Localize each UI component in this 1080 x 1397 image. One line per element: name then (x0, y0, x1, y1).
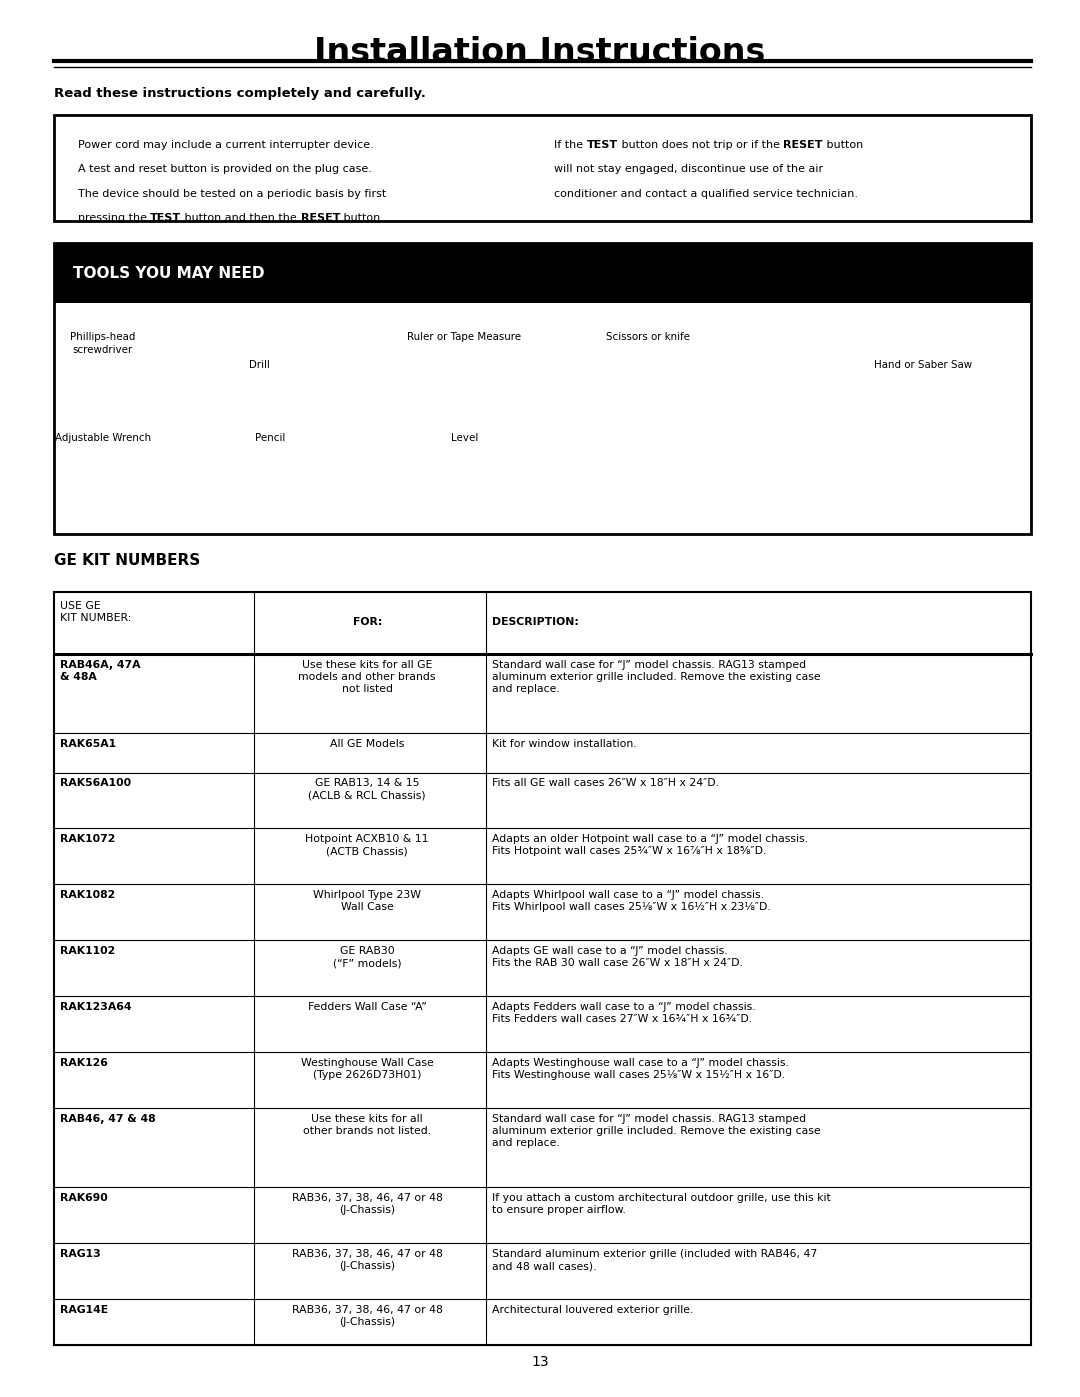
Text: If the: If the (554, 140, 586, 149)
Text: Use these kits for all GE
models and other brands
not listed: Use these kits for all GE models and oth… (298, 659, 436, 694)
Text: will not stay engaged, discontinue use of the air: will not stay engaged, discontinue use o… (554, 163, 823, 175)
Text: If you attach a custom architectural outdoor grille, use this kit
to ensure prop: If you attach a custom architectural out… (492, 1193, 832, 1215)
Bar (54, 115, 1031, 221)
Text: RAK123A64: RAK123A64 (60, 1002, 132, 1011)
Text: RAK126: RAK126 (60, 1058, 108, 1067)
Text: Drill: Drill (248, 360, 270, 370)
Text: pressing the: pressing the (78, 214, 150, 224)
Text: Adapts GE wall case to a “J” model chassis.
Fits the RAB 30 wall case 26″W x 18″: Adapts GE wall case to a “J” model chass… (492, 946, 743, 968)
Text: conditioner and contact a qualified service technician.: conditioner and contact a qualified serv… (554, 189, 858, 198)
Text: Fedders Wall Case “A”: Fedders Wall Case “A” (308, 1002, 427, 1011)
Text: RAK1072: RAK1072 (60, 834, 116, 844)
Text: Hotpoint ACXB10 & 11
(ACTB Chassis): Hotpoint ACXB10 & 11 (ACTB Chassis) (306, 834, 429, 856)
Text: button: button (823, 140, 863, 149)
Text: RAK56A100: RAK56A100 (60, 778, 132, 788)
Text: Standard wall case for “J” model chassis. RAG13 stamped
aluminum exterior grille: Standard wall case for “J” model chassis… (492, 1113, 821, 1148)
Text: button.: button. (340, 214, 384, 224)
Text: GE KIT NUMBERS: GE KIT NUMBERS (54, 553, 200, 569)
Text: Standard aluminum exterior grille (included with RAB46, 47
and 48 wall cases).: Standard aluminum exterior grille (inclu… (492, 1249, 818, 1271)
Text: Adapts Whirlpool wall case to a “J” model chassis.
Fits Whirlpool wall cases 25⅛: Adapts Whirlpool wall case to a “J” mode… (492, 890, 771, 912)
Text: Ruler or Tape Measure: Ruler or Tape Measure (407, 332, 522, 342)
Text: Westinghouse Wall Case
(Type 2626D73H01): Westinghouse Wall Case (Type 2626D73H01) (301, 1058, 433, 1080)
Text: All GE Models: All GE Models (330, 739, 404, 749)
Text: GE RAB30
(“F” models): GE RAB30 (“F” models) (333, 946, 402, 968)
Text: RAB46A, 47A
& 48A: RAB46A, 47A & 48A (60, 659, 141, 682)
Text: A test and reset button is provided on the plug case.: A test and reset button is provided on t… (78, 163, 372, 175)
Text: FOR:: FOR: (352, 617, 382, 627)
Text: USE GE
KIT NUMBER:: USE GE KIT NUMBER: (60, 601, 132, 623)
Text: Level: Level (450, 433, 478, 443)
Text: RAB46, 47 & 48: RAB46, 47 & 48 (60, 1113, 157, 1123)
Text: RAB36, 37, 38, 46, 47 or 48
(J-Chassis): RAB36, 37, 38, 46, 47 or 48 (J-Chassis) (292, 1249, 443, 1271)
Text: RAK1102: RAK1102 (60, 946, 116, 956)
Text: Read these instructions completely and carefully.: Read these instructions completely and c… (54, 87, 426, 99)
Text: Adapts an older Hotpoint wall case to a “J” model chassis.
Fits Hotpoint wall ca: Adapts an older Hotpoint wall case to a … (492, 834, 809, 856)
Text: TEST: TEST (150, 214, 181, 224)
Text: Scissors or knife: Scissors or knife (606, 332, 690, 342)
Text: RAG14E: RAG14E (60, 1305, 109, 1315)
Text: 13: 13 (531, 1355, 549, 1369)
Text: button and then the: button and then the (181, 214, 300, 224)
Text: RAK65A1: RAK65A1 (60, 739, 117, 749)
Text: Use these kits for all
other brands not listed.: Use these kits for all other brands not … (303, 1113, 431, 1136)
Text: DESCRIPTION:: DESCRIPTION: (492, 617, 579, 627)
Text: RAG13: RAG13 (60, 1249, 102, 1259)
Text: Phillips-head
screwdriver: Phillips-head screwdriver (70, 332, 135, 355)
Text: Architectural louvered exterior grille.: Architectural louvered exterior grille. (492, 1305, 693, 1315)
Bar (54, 592, 1031, 1345)
Text: RESET: RESET (300, 214, 340, 224)
Text: Installation Instructions: Installation Instructions (314, 36, 766, 70)
Text: Power cord may include a current interrupter device.: Power cord may include a current interru… (78, 140, 374, 149)
Text: Adapts Westinghouse wall case to a “J” model chassis.
Fits Westinghouse wall cas: Adapts Westinghouse wall case to a “J” m… (492, 1058, 789, 1080)
Text: Pencil: Pencil (255, 433, 285, 443)
Text: Standard wall case for “J” model chassis. RAG13 stamped
aluminum exterior grille: Standard wall case for “J” model chassis… (492, 659, 821, 694)
Text: Fits all GE wall cases 26″W x 18″H x 24″D.: Fits all GE wall cases 26″W x 18″H x 24″… (492, 778, 719, 788)
Text: Adapts Fedders wall case to a “J” model chassis.
Fits Fedders wall cases 27″W x : Adapts Fedders wall case to a “J” model … (492, 1002, 756, 1024)
Text: RESET: RESET (783, 140, 823, 149)
Text: RAB36, 37, 38, 46, 47 or 48
(J-Chassis): RAB36, 37, 38, 46, 47 or 48 (J-Chassis) (292, 1305, 443, 1327)
Text: RAK1082: RAK1082 (60, 890, 116, 900)
Bar (54, 243, 1031, 303)
Text: Whirlpool Type 23W
Wall Case: Whirlpool Type 23W Wall Case (313, 890, 421, 912)
Bar (54, 243, 1031, 534)
Text: TEST: TEST (586, 140, 618, 149)
Text: The device should be tested on a periodic basis by first: The device should be tested on a periodi… (78, 189, 386, 198)
Text: Kit for window installation.: Kit for window installation. (492, 739, 637, 749)
Text: RAB36, 37, 38, 46, 47 or 48
(J-Chassis): RAB36, 37, 38, 46, 47 or 48 (J-Chassis) (292, 1193, 443, 1215)
Text: TOOLS YOU MAY NEED: TOOLS YOU MAY NEED (73, 265, 265, 281)
Text: button does not trip or if the: button does not trip or if the (618, 140, 783, 149)
Text: Hand or Saber Saw: Hand or Saber Saw (875, 360, 972, 370)
Text: GE RAB13, 14 & 15
(ACLB & RCL Chassis): GE RAB13, 14 & 15 (ACLB & RCL Chassis) (309, 778, 426, 800)
Text: RAK690: RAK690 (60, 1193, 108, 1203)
Text: Adjustable Wrench: Adjustable Wrench (54, 433, 151, 443)
